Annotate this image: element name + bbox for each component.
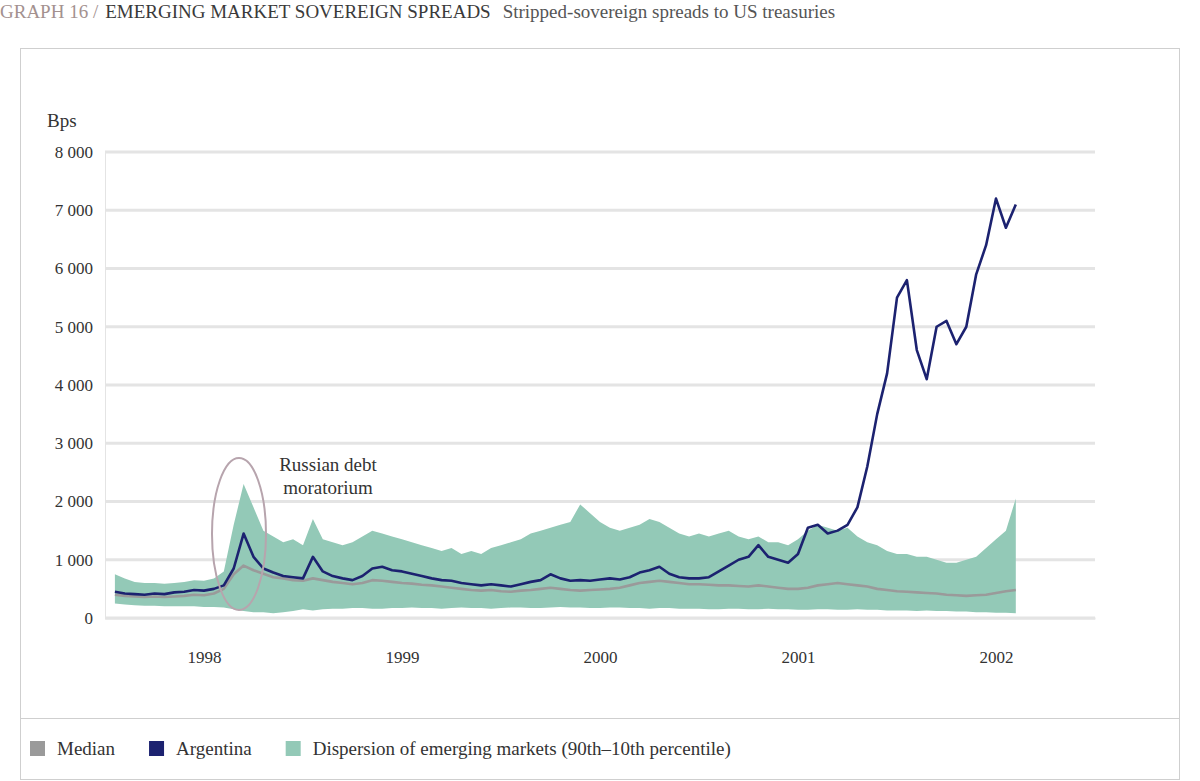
x-tick: 2002 <box>980 618 1014 667</box>
annotation-text: Russian debt <box>279 454 377 475</box>
y-tick-label: 6 000 <box>55 259 93 278</box>
grid-line <box>105 151 1095 154</box>
figure-label: GRAPH 16 / <box>0 1 99 22</box>
y-axis-line <box>105 153 106 619</box>
title-block: GRAPH 16 / EMERGING MARKET SOVEREIGN SPRE… <box>0 1 835 22</box>
y-tick: 2 000 <box>55 492 105 511</box>
subtitle: Stripped-sovereign spreads to US treasur… <box>503 1 835 22</box>
y-tick-label: 7 000 <box>55 201 93 220</box>
grid-line <box>105 500 1095 503</box>
x-tick: 1998 <box>188 618 222 667</box>
annotation: Russian debtmoratorium <box>212 454 378 610</box>
legend-swatch <box>286 741 301 756</box>
grid-line <box>105 442 1095 445</box>
grid-line <box>105 209 1095 212</box>
y-tick: 0 <box>85 609 106 628</box>
x-tick-label: 1998 <box>188 648 222 667</box>
y-tick-label: 4 000 <box>55 376 93 395</box>
annotation-ellipse <box>212 458 266 610</box>
y-tick: 4 000 <box>55 376 105 395</box>
x-tick-label: 2002 <box>980 648 1014 667</box>
legend: Median Argentina Dispersion of emerging ma… <box>30 738 731 760</box>
y-tick-label: 8 000 <box>55 143 93 162</box>
y-tick-label: 0 <box>85 609 94 628</box>
y-tick-label: 1 000 <box>55 551 93 570</box>
chart: GRAPH 16 / EMERGING MARKET SOVEREIGN SPRE… <box>0 0 1200 781</box>
grid-line <box>105 267 1095 270</box>
legend-separator <box>21 718 1180 719</box>
y-tick: 5 000 <box>55 318 105 337</box>
y-tick-label: 5 000 <box>55 318 93 337</box>
plot-area <box>115 199 1016 614</box>
frame <box>21 49 1180 780</box>
y-tick: 6 000 <box>55 259 105 278</box>
x-tick: 1999 <box>386 618 420 667</box>
x-axis: 1998 1999 2000 2001 2002 <box>106 618 1096 667</box>
y-axis-label: Bps <box>47 110 77 131</box>
x-tick-label: 2001 <box>782 648 816 667</box>
legend-label: Argentina <box>176 738 252 759</box>
title: EMERGING MARKET SOVEREIGN SPREADS <box>105 1 490 22</box>
legend-label: Median <box>57 738 116 759</box>
y-axis: 0 1 000 2 000 3 000 4 000 5 000 6 000 7 000 8 00… <box>55 143 106 628</box>
y-tick-label: 3 000 <box>55 434 93 453</box>
grid-line <box>105 325 1095 328</box>
y-tick: 7 000 <box>55 201 105 220</box>
x-tick: 2001 <box>782 618 816 667</box>
grid-line <box>105 617 1095 620</box>
y-tick: 8 000 <box>55 143 105 162</box>
y-tick: 1 000 <box>55 551 105 570</box>
y-tick-label: 2 000 <box>55 492 93 511</box>
x-tick-label: 2000 <box>584 648 618 667</box>
series-line <box>115 566 1016 597</box>
y-tick: 3 000 <box>55 434 105 453</box>
series-line <box>115 199 1016 595</box>
x-tick-label: 1999 <box>386 648 420 667</box>
grid <box>105 152 1095 618</box>
x-axis-line <box>106 618 1096 620</box>
legend-swatch <box>30 741 45 756</box>
grid-line <box>105 384 1095 387</box>
legend-label: Dispersion of emerging markets (90th–10t… <box>313 738 731 760</box>
legend-swatch <box>149 741 164 756</box>
annotation-text: moratorium <box>283 477 373 498</box>
x-tick: 2000 <box>584 618 618 667</box>
